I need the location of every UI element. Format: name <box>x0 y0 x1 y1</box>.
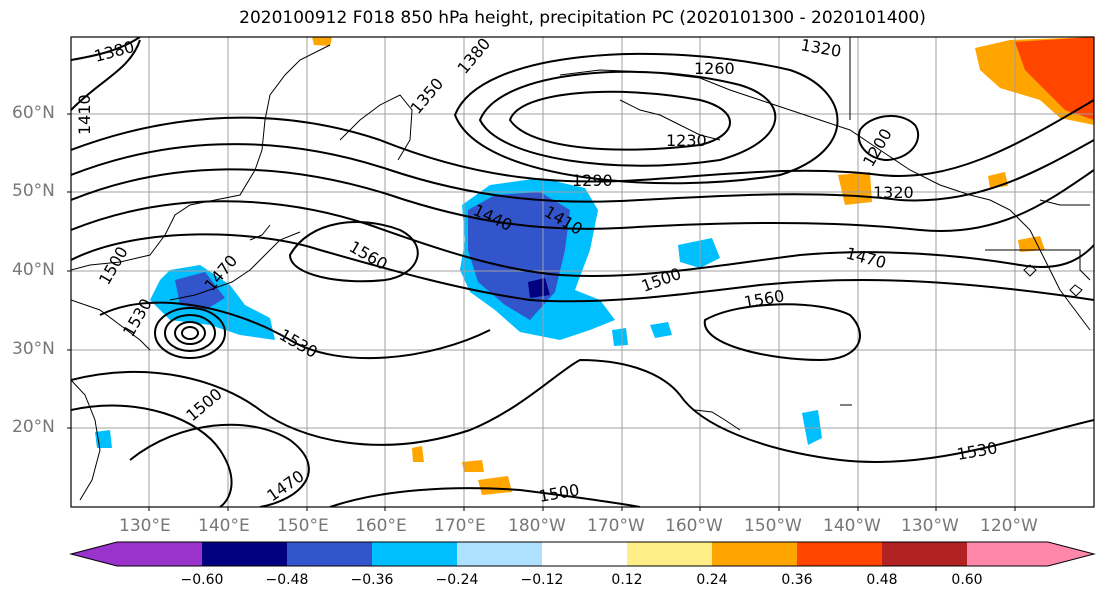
lon-label: 130°E <box>119 516 171 536</box>
colorbar-tick-label: −0.12 <box>520 572 564 588</box>
lat-label: 30°N <box>12 339 55 359</box>
colorbar-tick-label: 0.36 <box>781 572 813 588</box>
precip-negative-patch <box>612 328 628 346</box>
colorbar-tick-label: −0.48 <box>265 572 309 588</box>
lon-label: 150°W <box>744 516 802 536</box>
colorbar-tick-label: −0.60 <box>180 572 224 588</box>
lat-label: 60°N <box>12 103 55 123</box>
colorbar-segment <box>712 542 797 566</box>
colorbar-tick-label: −0.24 <box>435 572 479 588</box>
colorbar-outline <box>69 541 1096 567</box>
contour-label: 1290 <box>572 171 613 190</box>
lon-label: 150°E <box>277 516 329 536</box>
map-frame <box>70 36 1095 508</box>
colorbar-segment <box>202 542 287 566</box>
precip-positive-patch <box>462 460 484 472</box>
precip-positive-patch <box>1018 236 1045 252</box>
colorbar-tick-label: 0.60 <box>951 572 983 588</box>
precip-positive-patch <box>478 476 512 495</box>
colorbar-segment <box>117 542 202 566</box>
precip-negative-patch <box>678 238 720 268</box>
lon-label: 170°W <box>587 516 645 536</box>
lat-label: 40°N <box>12 260 55 280</box>
colorbar-segment <box>967 542 1048 566</box>
precip-positive-core-canada <box>1015 37 1094 120</box>
precip-positive-patch <box>312 37 332 46</box>
lon-label: 130°W <box>901 516 959 536</box>
lon-ticks <box>148 507 1016 511</box>
precip-positive-patch <box>412 446 424 462</box>
lat-label: 50°N <box>12 181 55 201</box>
colorbar <box>69 541 1096 567</box>
lon-label: 160°W <box>665 516 723 536</box>
colorbar-segment <box>372 542 457 566</box>
chart-title: 2020100912 F018 850 hPa height, precipit… <box>239 8 926 28</box>
colorbar-tick-label: 0.48 <box>866 572 898 588</box>
colorbar-segment <box>627 542 712 566</box>
contour-label: 1320 <box>873 183 914 202</box>
lon-label: 160°E <box>355 516 407 536</box>
map-area: 1380 1410 1380 1350 1320 1260 1230 1290 … <box>71 37 1094 507</box>
colorbar-segment <box>457 542 542 566</box>
graticule <box>71 37 1094 507</box>
lon-label: 180°W <box>508 516 566 536</box>
contour-label: 1260 <box>694 59 735 78</box>
colorbar-segment <box>287 542 372 566</box>
precip-shading <box>95 37 1094 495</box>
colorbar-tick-label: −0.36 <box>350 572 394 588</box>
lat-ticks <box>67 113 71 429</box>
lon-label: 140°W <box>823 516 881 536</box>
lon-label: 140°E <box>198 516 250 536</box>
lat-label: 20°N <box>12 417 55 437</box>
height-contours <box>71 37 1094 507</box>
colorbar-segment <box>797 542 882 566</box>
precip-strong-negative-core <box>528 278 550 298</box>
precip-negative-core-japan <box>175 272 225 310</box>
colorbar-extend-high <box>1048 542 1094 566</box>
precip-negative-patch <box>650 322 672 338</box>
colorbar-tick-label: 0.24 <box>696 572 728 588</box>
lon-label: 120°W <box>980 516 1038 536</box>
colorbar-segment <box>542 542 627 566</box>
contour-label: 1410 <box>75 94 94 135</box>
colorbar-tick-label: 0.12 <box>611 572 643 588</box>
contour-label: 1230 <box>666 131 707 150</box>
colorbar-segment <box>882 542 967 566</box>
lon-label: 170°E <box>434 516 486 536</box>
colorbar-extend-low <box>71 542 117 566</box>
